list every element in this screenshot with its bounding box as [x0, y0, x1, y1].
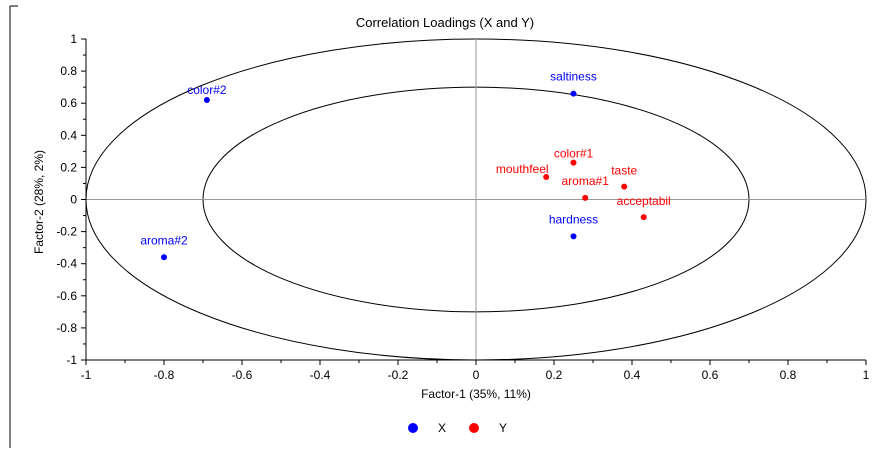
y-tick-label: 0.4	[60, 128, 77, 142]
point-label-color-1: color#1	[554, 147, 594, 161]
point-saltiness	[570, 90, 577, 97]
point-color-2	[203, 96, 210, 103]
point-label-color-2: color#2	[187, 83, 227, 97]
legend-marker-x	[408, 423, 418, 433]
y-tick-label: -0.4	[56, 257, 77, 271]
x-tick-label: -0.4	[310, 368, 331, 382]
chart-title: Correlation Loadings (X and Y)	[356, 15, 534, 30]
x-tick-label: 0.2	[546, 368, 563, 382]
x-tick-label: -0.2	[388, 368, 409, 382]
frame-layer	[9, 5, 18, 448]
y-tick-label: -1	[66, 353, 77, 367]
x-tick-label: -0.8	[154, 368, 175, 382]
point-aroma-2	[161, 254, 167, 261]
point-color-1	[570, 159, 577, 166]
y-tick-label: -0.2	[56, 225, 77, 239]
point-label-acceptabil: acceptabil	[617, 194, 671, 208]
point-label-aroma-2: aroma#2	[140, 233, 188, 247]
y-tick-label: 1	[70, 32, 77, 46]
point-mouthfeel	[543, 174, 550, 181]
x-tick-label: 0	[473, 368, 480, 382]
point-taste	[621, 183, 628, 190]
point-label-taste: taste	[611, 164, 637, 178]
y-tick-label: 0	[70, 193, 77, 207]
x-tick-label: 0.8	[780, 368, 797, 382]
axes: -1 -0.8 -0.6 -0.4 -0.2 0 0.2 0.4 0.6 0.8 1 1 0.8 0.6 0…	[56, 32, 869, 382]
point-aroma-1	[582, 194, 589, 201]
x-tick-label: 1	[863, 368, 870, 382]
point-label-aroma-1: aroma#1	[562, 174, 610, 188]
y-tick-label: 0.6	[60, 96, 77, 110]
point-label-hardness: hardness	[549, 212, 598, 226]
x-tick-label: -0.6	[232, 368, 253, 382]
x-tick-label: 0.4	[624, 368, 641, 382]
legend-marker-y	[469, 423, 479, 433]
point-acceptabil	[640, 214, 647, 221]
y-tick-label: 0.2	[60, 160, 77, 174]
point-label-mouthfeel: mouthfeel	[496, 162, 549, 176]
point-label-saltiness: saltiness	[550, 70, 597, 84]
x-axis-label: Factor-1 (35%, 11%)	[421, 387, 531, 401]
x-tick-label: -1	[81, 368, 92, 382]
y-axis-label: Factor-2 (28%, 2%)	[32, 150, 46, 254]
point-hardness	[570, 233, 577, 240]
y-tick-label: -0.8	[56, 321, 77, 335]
legend-label-x: X	[438, 421, 446, 435]
legend-label-y: Y	[499, 421, 507, 435]
data-points: color#2 saltiness hardness aroma#2 color#1 mo…	[140, 70, 671, 261]
y-tick-label: -0.6	[56, 289, 77, 303]
x-tick-label: 0.6	[702, 368, 719, 382]
y-tick-label: 0.8	[60, 64, 77, 78]
